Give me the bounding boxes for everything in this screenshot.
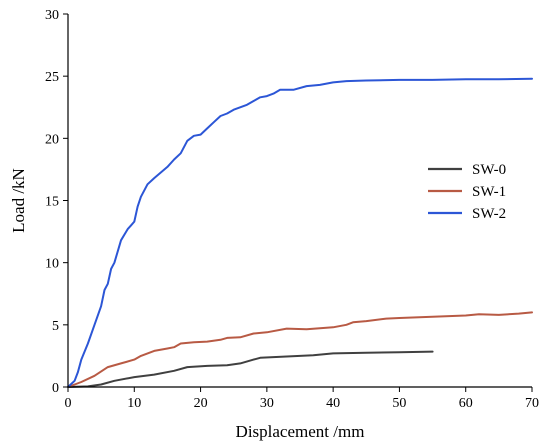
- legend-label-sw-0: SW-0: [472, 162, 506, 178]
- x-tick-label: 50: [392, 396, 406, 411]
- x-tick-label: 20: [194, 396, 208, 411]
- x-tick-label: 60: [459, 396, 473, 411]
- y-tick-label: 30: [45, 8, 59, 23]
- y-tick-label: 15: [45, 195, 59, 210]
- legend: SW-0 SW-1 SW-2: [428, 162, 506, 222]
- x-tick-label: 10: [127, 396, 141, 411]
- series-layer: [67, 77, 533, 388]
- y-tick-label: 0: [52, 381, 59, 396]
- series-line-sw-2: [67, 77, 533, 388]
- ticks-layer: 0 10 20 30 40 50 60 70 0 5 10 15 20 25 30: [45, 8, 539, 411]
- x-tick-label: 0: [65, 396, 72, 411]
- x-axis-title: Displacement /mm: [236, 422, 365, 441]
- series-line-sw-0: [67, 350, 434, 388]
- legend-label-sw-2: SW-2: [472, 206, 506, 222]
- y-tick-label: 25: [45, 70, 59, 85]
- y-tick-label: 5: [52, 319, 59, 334]
- series-line-sw-1: [67, 311, 533, 388]
- y-axis-title: Load /kN: [9, 168, 28, 233]
- axes-layer: [67, 14, 532, 388]
- x-tick-label: 40: [326, 396, 340, 411]
- legend-label-sw-1: SW-1: [472, 184, 506, 200]
- x-tick-label: 30: [260, 396, 274, 411]
- y-tick-label: 10: [45, 257, 59, 272]
- x-tick-label: 70: [525, 396, 539, 411]
- y-tick-label: 20: [45, 132, 59, 147]
